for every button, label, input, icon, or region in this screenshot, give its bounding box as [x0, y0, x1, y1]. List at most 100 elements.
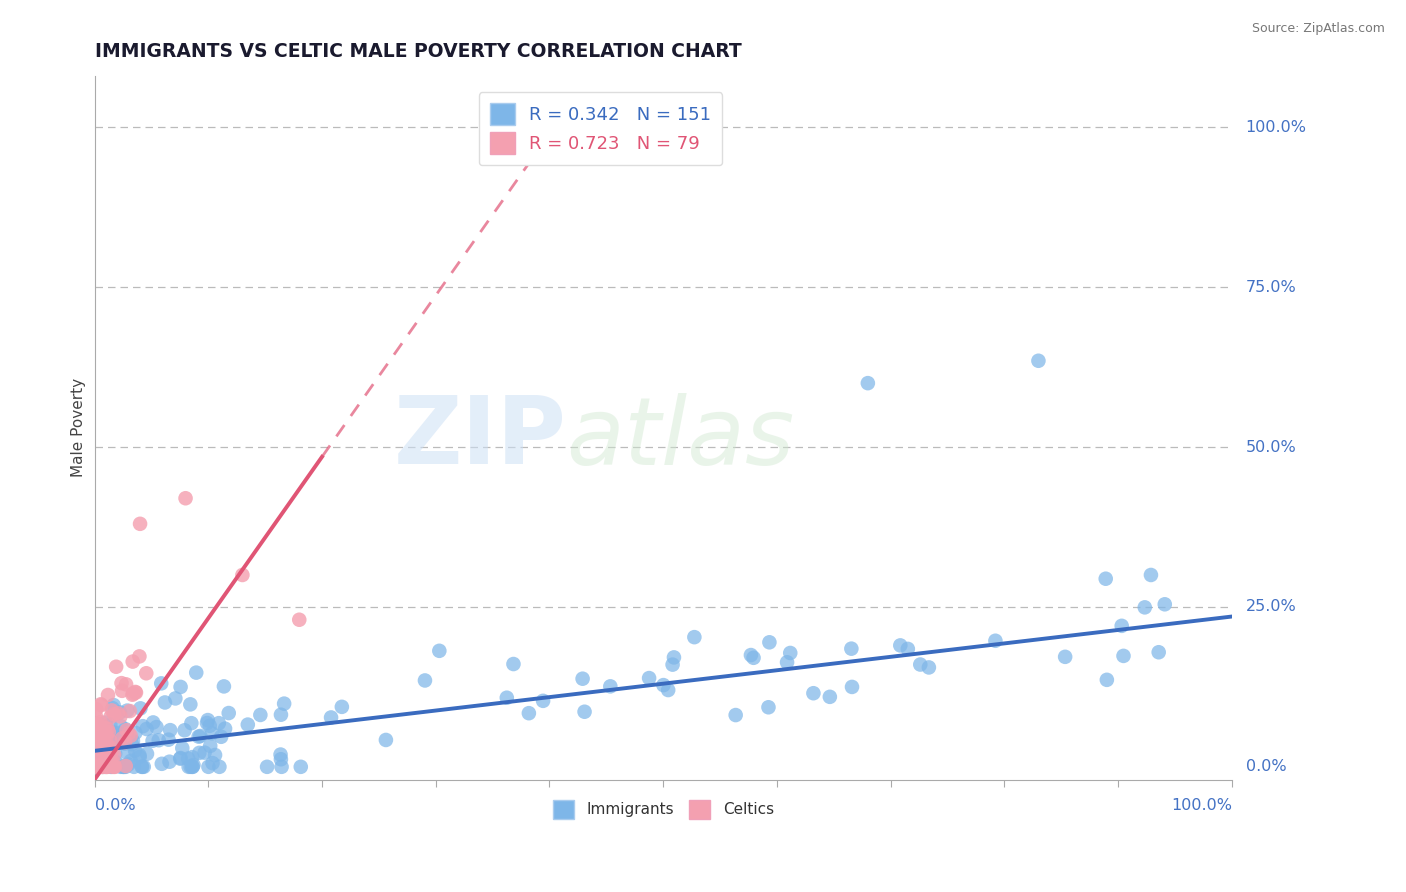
Point	[115, 677, 138, 691]
Point	[84, 760, 107, 774]
Point	[131, 760, 153, 774]
Point	[132, 760, 155, 774]
Point	[169, 680, 191, 694]
Point	[197, 760, 219, 774]
Point	[97, 688, 120, 702]
Point	[218, 706, 240, 720]
Point	[413, 673, 436, 688]
Point	[599, 679, 621, 693]
Point	[180, 760, 202, 774]
Point	[145, 720, 167, 734]
Legend: Immigrants, Celtics: Immigrants, Celtics	[547, 794, 780, 825]
Point	[136, 747, 159, 761]
Point	[91, 760, 114, 774]
Point	[98, 733, 121, 747]
Point	[86, 724, 108, 739]
Point	[187, 730, 209, 744]
Point	[177, 751, 200, 765]
Point	[94, 753, 117, 767]
Point	[87, 760, 110, 774]
Point	[201, 726, 224, 740]
Point	[117, 757, 139, 772]
Point	[495, 690, 517, 705]
Point	[96, 745, 118, 759]
Point	[89, 715, 111, 730]
Point	[1054, 649, 1077, 664]
Point	[124, 743, 146, 757]
Point	[683, 630, 706, 644]
Point	[131, 760, 153, 774]
Point	[200, 739, 222, 753]
Text: 75.0%: 75.0%	[1246, 280, 1296, 294]
Point	[122, 734, 145, 748]
Point	[662, 650, 685, 665]
Point	[135, 666, 157, 681]
Point	[107, 706, 129, 721]
Point	[195, 716, 218, 731]
Point	[122, 687, 145, 701]
Point	[148, 733, 170, 747]
Point	[125, 685, 148, 699]
Point	[818, 690, 841, 704]
Point	[270, 747, 292, 762]
Point	[96, 739, 118, 753]
Point	[111, 760, 134, 774]
Point	[94, 724, 117, 739]
Point	[740, 648, 762, 662]
Point	[374, 733, 396, 747]
Point	[122, 760, 145, 774]
Point	[86, 750, 108, 764]
Point	[93, 751, 115, 765]
Point	[124, 726, 146, 740]
Point	[111, 683, 134, 698]
Point	[110, 709, 132, 723]
Point	[114, 722, 136, 736]
Point	[104, 760, 127, 774]
Point	[197, 713, 219, 727]
Point	[319, 710, 342, 724]
Text: IMMIGRANTS VS CELTIC MALE POVERTY CORRELATION CHART: IMMIGRANTS VS CELTIC MALE POVERTY CORREL…	[94, 42, 741, 61]
Point	[94, 715, 117, 730]
Point	[117, 746, 139, 760]
Point	[100, 710, 122, 724]
Point	[86, 734, 108, 748]
Point	[918, 660, 941, 674]
Point	[86, 747, 108, 762]
Point	[169, 751, 191, 765]
Point	[657, 683, 679, 698]
Point	[112, 760, 135, 774]
Text: 0.0%: 0.0%	[1246, 759, 1286, 774]
Point	[153, 696, 176, 710]
Point	[758, 635, 780, 649]
Point	[89, 718, 111, 732]
Point	[101, 760, 124, 774]
Point	[129, 701, 152, 715]
Point	[96, 752, 118, 766]
Point	[803, 686, 825, 700]
Point	[93, 737, 115, 751]
Point	[172, 741, 194, 756]
Point	[103, 747, 125, 762]
Point	[231, 568, 253, 582]
Point	[194, 746, 217, 760]
Point	[290, 760, 312, 774]
Point	[87, 731, 110, 746]
Point	[89, 734, 111, 748]
Point	[93, 757, 115, 772]
Point	[94, 752, 117, 766]
Point	[128, 748, 150, 763]
Point	[101, 701, 124, 715]
Point	[142, 733, 165, 747]
Point	[1094, 572, 1116, 586]
Text: 25.0%: 25.0%	[1246, 599, 1296, 615]
Point	[288, 613, 311, 627]
Point	[1028, 353, 1050, 368]
Point	[114, 737, 136, 751]
Point	[1095, 673, 1118, 687]
Point	[897, 641, 920, 656]
Point	[86, 758, 108, 772]
Point	[90, 729, 112, 743]
Y-axis label: Male Poverty: Male Poverty	[72, 378, 86, 477]
Point	[84, 760, 107, 774]
Point	[169, 751, 191, 765]
